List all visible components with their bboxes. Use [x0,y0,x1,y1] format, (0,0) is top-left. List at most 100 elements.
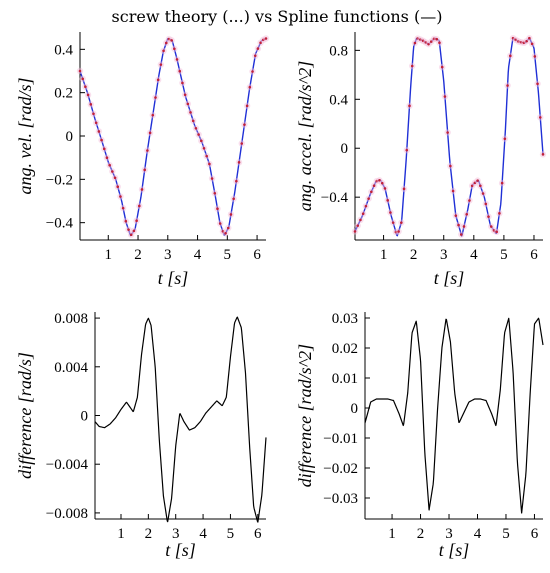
screw-theory-point [245,104,249,108]
y-tick-label: 0.004 [54,360,88,376]
screw-theory-point [530,42,534,46]
x-tick-label: 6 [254,526,262,542]
screw-theory-point [481,192,485,195]
screw-theory-point [457,223,460,227]
screw-theory-point [500,181,504,185]
screw-theory-point [186,102,190,106]
screw-theory-point [451,189,455,193]
screw-theory-point [135,219,138,222]
x-tick-label: 2 [134,247,142,263]
screw-theory-point [243,123,246,126]
screw-theory-point [151,113,155,117]
screw-theory-point [194,126,198,130]
screw-theory-point [94,121,98,125]
screw-theory-point [533,55,537,58]
screw-theory-point [127,228,130,231]
screw-theory-point [470,184,474,188]
screw-theory-point [178,69,182,73]
screw-theory-point [124,219,128,223]
y-tick-label: 0 [341,141,349,157]
screw-theory-point [226,226,230,230]
screw-theory-point [213,191,217,195]
screw-theory-point [405,148,409,152]
x-tick-label: 4 [470,247,478,263]
screw-theory-point [181,81,184,85]
screw-theory-point [116,185,120,189]
x-tick-label: 4 [199,526,207,542]
y-tick-label: 0 [351,401,359,417]
screw-theory-point [353,230,357,233]
screw-theory-point [240,142,244,145]
screw-theory-point [100,138,103,142]
screw-theory-point [359,218,362,222]
screw-theory-point [259,41,262,44]
screw-theory-point [86,93,90,97]
panel-angular-velocity: 1 2 3 4 5 6 0.4 0.2 0 −0.2 −0.4 t [s] ang. vel. [rad… [15,32,270,288]
screw-theory-point [262,38,265,42]
screw-theory-point [175,58,179,61]
y-axis-label: ang. vel. [rad/s] [15,78,35,195]
screw-theory-point [479,184,482,188]
difference-curve [364,317,544,514]
figure-title: screw theory (...) vs Spline functions (… [112,7,443,26]
x-tick-label: 5 [224,247,232,263]
screw-theory-point [391,221,395,224]
x-tick-label: 6 [253,247,261,263]
screw-theory-point [440,65,444,69]
screw-theory-point [202,146,206,150]
screw-theory-point [370,190,373,194]
screw-theory-point [465,212,469,216]
x-axis-label: t [s] [165,540,196,560]
x-tick-label: 5 [500,247,508,263]
screw-theory-point [140,188,144,191]
screw-theory-point [84,85,87,89]
x-tick-label: 3 [172,526,180,542]
y-tick-label: −0.02 [323,461,358,477]
screw-theory-point [170,39,173,42]
screw-theory-point [522,41,526,45]
screw-theory-point [164,41,168,45]
y-axis-label: difference [rad/s] [15,352,35,479]
screw-theory-point [528,36,531,40]
screw-theory-point [509,54,512,58]
x-tick-label: 1 [105,247,113,263]
screw-theory-point [413,41,417,45]
screw-theory-point [191,119,195,123]
screw-theory-point [380,181,384,185]
panel-angular-acceleration: 1 2 3 4 5 6 0.8 0.4 0 −0.4 t [s] ang. accel. [rad/s… [295,32,547,288]
screw-theory-point [503,137,507,141]
screw-theory-point [419,38,422,41]
screw-theory-point [156,78,160,82]
y-tick-label: 0 [81,409,89,425]
screw-theory-point [108,163,111,167]
screw-theory-point [492,229,496,232]
y-tick-label: 0.4 [54,42,73,58]
screw-theory-point [229,213,233,216]
screw-theory-point [473,181,477,185]
x-tick-label: 1 [380,247,388,263]
screw-theory-point [159,63,163,66]
screw-theory-point [251,70,254,73]
screw-theory-point [372,184,376,188]
screw-theory-point [538,116,542,119]
screw-theory-point [148,131,152,135]
screw-theory-point [402,187,406,191]
y-tick-label: −0.004 [46,457,89,473]
y-tick-label: 0.01 [332,371,358,387]
screw-theory-point [519,40,523,44]
screw-theory-point [429,40,433,43]
y-tick-label: 0.03 [332,311,358,327]
screw-theory-point [397,230,400,233]
screw-theory-point [389,211,392,214]
screw-theory-point [256,47,260,50]
y-tick-label: 0.008 [54,311,88,327]
screw-theory-point [394,230,398,234]
y-tick-label: −0.2 [46,172,73,188]
y-tick-label: 0.4 [329,92,348,108]
screw-theory-point [235,179,238,183]
screw-theory-point [378,179,381,182]
screw-theory-point [367,197,370,200]
screw-theory-point [205,154,208,158]
screw-theory-point [506,84,509,87]
